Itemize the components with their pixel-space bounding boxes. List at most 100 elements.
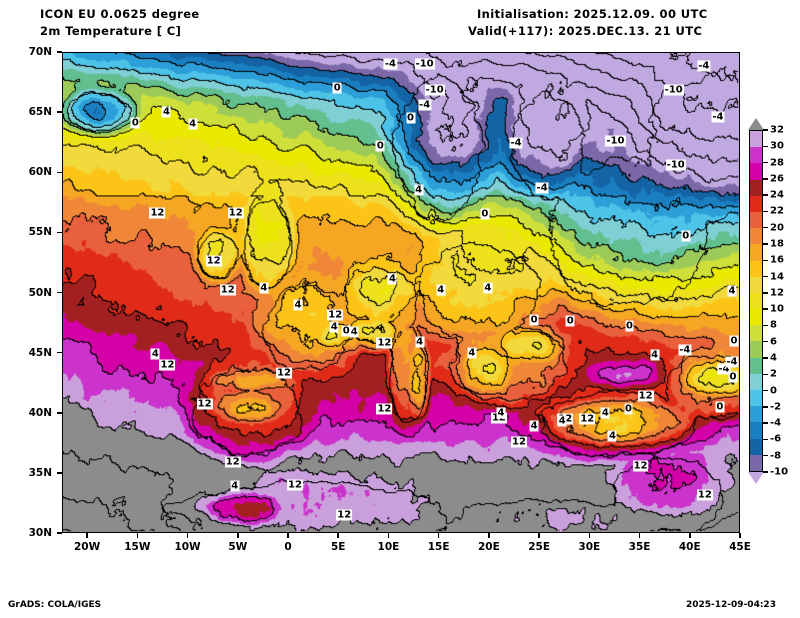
model-title: ICON EU 0.0625 degree [40, 7, 200, 21]
contour-value-label: -10 [424, 84, 445, 96]
initialisation-text: Initialisation: 2025.12.09. 00 UTC [477, 7, 708, 21]
colorbar-tick-label: 0 [770, 385, 777, 397]
colorbar-band [750, 454, 762, 471]
contour-value-label: 0 [729, 335, 739, 347]
contour-value-label: 0 [728, 371, 738, 383]
contour-value-label: 12 [336, 509, 353, 521]
colorbar-tick [763, 389, 768, 392]
y-axis-tick [57, 111, 62, 113]
colorbar-tick [763, 161, 768, 164]
contour-value-label: 12 [196, 398, 213, 410]
x-axis-tick [488, 533, 490, 538]
colorbar-tick [763, 275, 768, 278]
contour-value-label: 12 [376, 337, 393, 349]
contour-value-label: 0 [715, 401, 725, 413]
contour-value-label: -10 [605, 135, 626, 147]
contour-value-label: 4 [467, 347, 477, 359]
contour-value-label: -4 [717, 363, 731, 375]
valid-time-text: Valid(+117): 2025.DEC.13. 21 UTC [468, 24, 703, 38]
contour-value-label: -4 [711, 111, 725, 123]
x-axis-label: 30E [578, 541, 601, 553]
contour-value-label: 12 [149, 207, 166, 219]
contour-value-label: 0 [130, 117, 140, 129]
x-axis-tick [638, 533, 641, 538]
colorbar-tick [763, 194, 768, 196]
colorbar-band [750, 228, 762, 245]
contour-value-label: 0 [529, 314, 539, 326]
contour-value-label: 12 [276, 367, 292, 379]
colorbar-tick-label: -4 [770, 417, 782, 429]
colorbar-tick [763, 129, 768, 131]
contour-value-label: -4 [535, 182, 549, 194]
x-axis-tick [437, 533, 440, 538]
x-axis-label: 20W [74, 541, 101, 553]
contour-value-label: 0 [406, 112, 416, 124]
grads-credit: GrADS: COLA/IGES [8, 600, 102, 610]
contour-value-label: 12 [219, 284, 236, 296]
colorbar-tick [763, 243, 768, 245]
contour-value-label: 12 [224, 456, 241, 468]
contour-value-label: 4 [607, 430, 617, 442]
colorbar-tick [763, 145, 768, 148]
colorbar-band [750, 260, 762, 277]
contour-value-label: 12 [632, 460, 649, 472]
colorbar-band [750, 406, 762, 423]
x-axis-label: 45E [729, 541, 751, 553]
colorbar-tick-label: 8 [770, 319, 777, 331]
colorbar-band [750, 373, 762, 390]
colorbar-band [750, 422, 762, 439]
colorbar-tick [763, 226, 768, 229]
x-axis-label: 35E [628, 541, 651, 553]
x-axis-tick [588, 533, 591, 538]
x-axis-label: 5W [228, 541, 248, 553]
colorbar-tick-label: -8 [770, 450, 782, 462]
colorbar-over-arrow-icon [748, 118, 764, 130]
contour-value-label: 4 [259, 282, 269, 294]
colorbar-tick [763, 422, 768, 424]
contour-value-label: 12 [637, 390, 654, 402]
contour-value-label: 4 [161, 106, 171, 118]
x-axis-label: 0 [284, 541, 292, 553]
contour-value-label: -10 [414, 58, 435, 70]
colorbar-tick-label: 6 [770, 336, 777, 348]
y-axis-label: 30N [28, 527, 52, 539]
colorbar-band [750, 325, 762, 342]
colorbar-band [750, 390, 762, 407]
contour-value-label: 4 [349, 326, 359, 338]
colorbar-tick-label: -6 [770, 433, 782, 445]
contour-value-label: 4 [496, 407, 506, 419]
colorbar-tick-label: 10 [770, 303, 784, 315]
contour-value-label: 4 [293, 299, 303, 311]
colorbar-band [750, 195, 762, 212]
contour-value-label: 4 [557, 415, 567, 427]
colorbar-tick [763, 406, 768, 408]
variable-title: 2m Temperature [ C] [40, 24, 182, 38]
colorbar-tick [763, 324, 768, 327]
x-axis-tick [86, 533, 88, 538]
x-axis-label: 15W [124, 541, 151, 553]
colorbar-tick-label: 4 [770, 352, 777, 364]
y-axis-tick [57, 291, 62, 294]
contour-value-label: 4 [727, 285, 737, 297]
x-axis-label: 15E [427, 541, 450, 553]
y-axis-tick [57, 51, 62, 53]
contour-value-label: 0 [565, 315, 575, 327]
colorbar-strip [749, 130, 763, 472]
y-axis-tick [57, 472, 62, 474]
y-axis-tick [57, 171, 62, 173]
contour-value-label: -4 [725, 356, 739, 368]
x-axis-label: 5E [330, 541, 346, 553]
colorbar-tick-label: 26 [770, 173, 784, 185]
colorbar-tick-label: 2 [770, 368, 777, 380]
colorbar-band [750, 341, 762, 358]
x-axis-tick [538, 533, 540, 538]
contour-value-label: -10 [663, 84, 684, 96]
y-axis-tick [57, 412, 62, 414]
colorbar-band [750, 163, 762, 180]
y-axis-label: 35N [28, 466, 52, 479]
y-axis-label: 70N [28, 46, 52, 58]
contour-value-label: 12 [227, 207, 244, 219]
colorbar-tick-label: 24 [770, 189, 784, 201]
contour-value-label: 4 [600, 407, 610, 419]
x-axis-tick [136, 533, 139, 538]
